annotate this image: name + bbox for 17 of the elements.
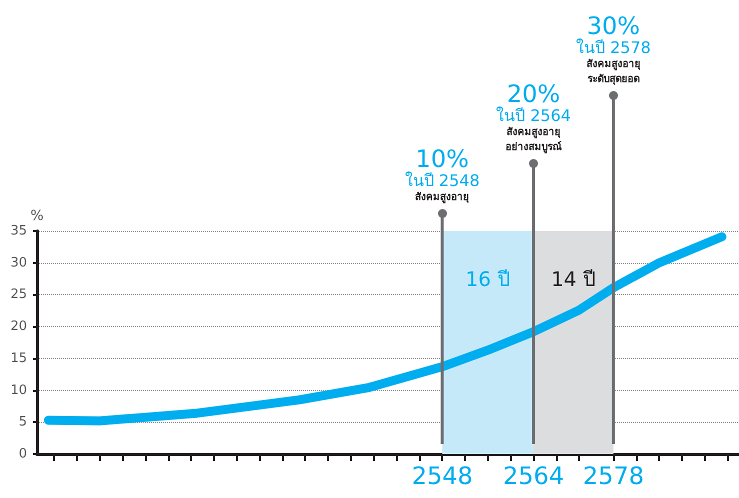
x-tick-label: 2548 <box>412 462 473 490</box>
y-tick-label: 35 <box>10 224 27 238</box>
y-tick-label: 5 <box>18 414 27 430</box>
y-tick-label: 10 <box>10 382 27 398</box>
x-tick-label: 2578 <box>582 462 644 490</box>
band-label: 14 ปี <box>551 267 596 291</box>
y-tick-label: 0 <box>18 446 27 462</box>
ref-line-label: 20% ในปี 2564 สังคมสูงอายุ อย่างสมบูรณ์ <box>496 80 571 154</box>
y-tick-label: 25 <box>10 287 27 302</box>
y-tick-label: 15 <box>10 350 27 366</box>
y-tick-label: 30 <box>10 255 27 270</box>
y-axis-title: % <box>30 208 44 224</box>
ref-line-label: 10% ในปี 2548 สังคมสูงอายุ <box>404 145 480 204</box>
ref-line-label: 30% ในปี 2578 สังคมสูงอายุ ระดับสุดยอด <box>576 12 651 85</box>
x-tick-label: 2564 <box>503 462 564 490</box>
y-tick-label: 20 <box>10 319 27 334</box>
band-label: 16 ปี <box>465 267 510 291</box>
